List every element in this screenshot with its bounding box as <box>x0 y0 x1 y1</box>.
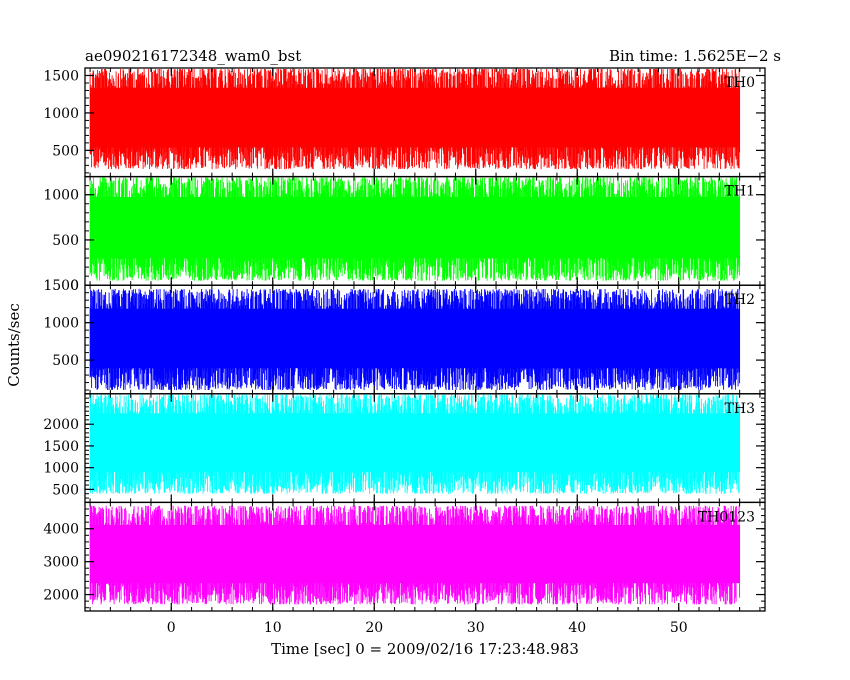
y-tick-label: 1000 <box>43 461 79 477</box>
panel-label-th2: TH2 <box>725 292 755 308</box>
series-th0123 <box>89 505 741 605</box>
panel-th0: 500 1000 1500 TH0 <box>43 67 766 178</box>
y-tick-label: 1000 <box>43 106 79 122</box>
y-tick-label: 1000 <box>43 316 79 332</box>
series-th2 <box>89 288 741 391</box>
y-tick-label: 500 <box>52 482 79 498</box>
series-th0 <box>89 69 741 170</box>
panel-label-th3: TH3 <box>725 401 755 417</box>
panel-th0123: 2000 3000 4000 TH0123 <box>43 501 766 612</box>
y-tick-label: 0 <box>70 278 79 294</box>
panel-label-th0: TH0 <box>725 75 755 91</box>
panel-th1: 0 500 1000 TH1 <box>43 175 766 294</box>
panel-label-th0123: TH0123 <box>698 509 755 525</box>
x-tick-label: 10 <box>264 620 282 636</box>
y-tick-label: 500 <box>52 353 79 369</box>
x-tick-label: 30 <box>467 620 485 636</box>
y-axis-label: Counts/sec <box>5 303 23 387</box>
panel-label-th1: TH1 <box>725 184 755 200</box>
x-tick-label: 20 <box>365 620 383 636</box>
y-tick-label: 1000 <box>43 188 79 204</box>
y-tick-label: 1500 <box>43 68 79 84</box>
bin-time-label: Bin time: 1.5625E−2 s <box>609 47 781 65</box>
chart-title: ae090216172348_wam0_bst <box>85 47 301 65</box>
series-th3 <box>89 394 741 494</box>
y-tick-label: 3000 <box>43 555 79 571</box>
x-axis-label: Time [sec] 0 = 2009/02/16 17:23:48.983 <box>271 640 579 658</box>
x-tick-labels: 0 10 20 30 40 50 <box>167 620 688 636</box>
x-tick-label: 40 <box>568 620 586 636</box>
series-th1 <box>89 177 741 281</box>
y-tick-label: 2000 <box>43 417 79 433</box>
y-tick-label: 500 <box>52 143 79 159</box>
panel-frame <box>84 501 766 612</box>
y-tick-label: 500 <box>52 233 79 249</box>
x-tick-label: 0 <box>167 620 176 636</box>
y-tick-label: 4000 <box>43 522 79 538</box>
y-tick-label: 2000 <box>43 588 79 604</box>
panel-th3: 500 1000 1500 2000 TH3 <box>43 393 766 504</box>
x-tick-label: 50 <box>670 620 688 636</box>
y-tick-label: 1500 <box>43 439 79 455</box>
y-tick-label: 1500 <box>43 278 79 294</box>
panel-th2: 500 1000 1500 TH2 <box>43 278 766 395</box>
